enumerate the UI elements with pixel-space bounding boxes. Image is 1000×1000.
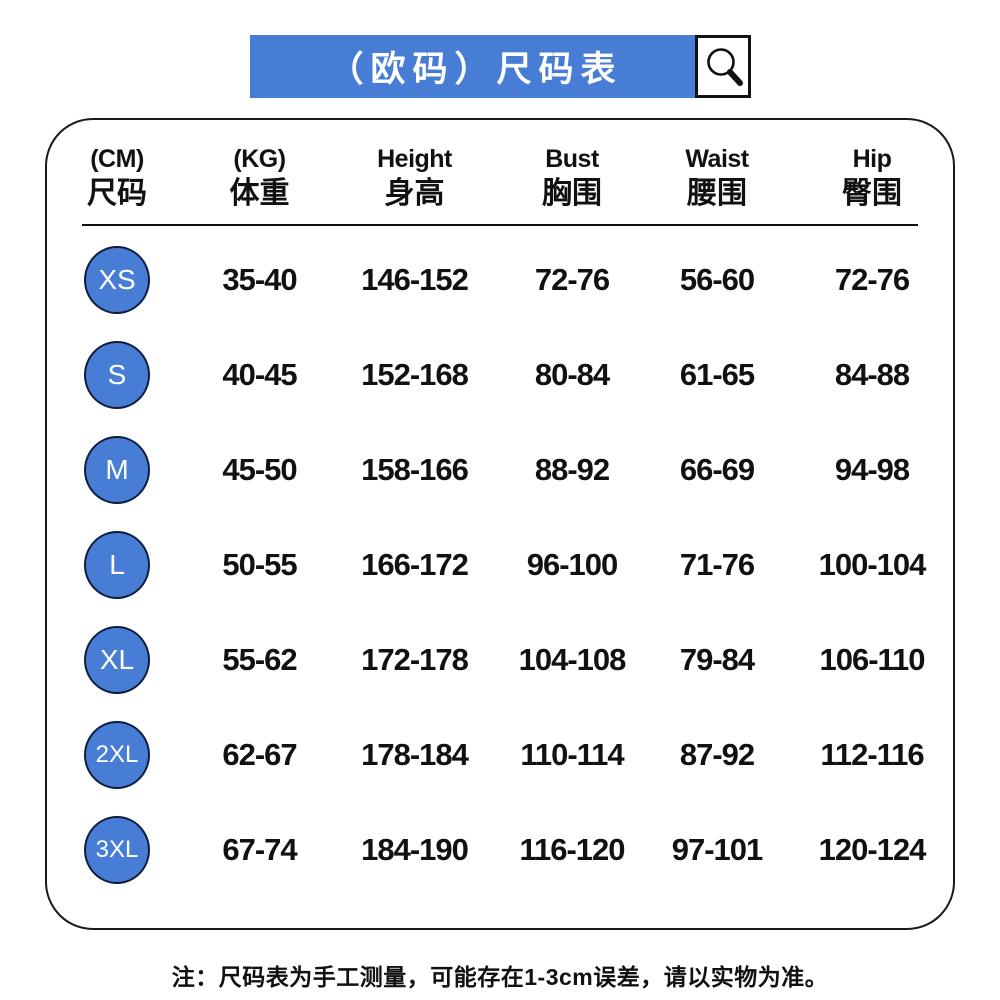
column-header-bust: Bust 胸围 — [497, 144, 647, 214]
bust-value: 88-92 — [534, 451, 610, 487]
table-row-xl: XL 55-62 172-178 104-108 79-84 106-110 — [47, 612, 953, 707]
banner-title: （欧码）尺码表 — [249, 35, 695, 98]
search-button[interactable] — [694, 35, 751, 98]
weight-value: 67-74 — [222, 831, 297, 867]
column-header-height: Height 身高 — [332, 144, 497, 214]
height-value: 166-172 — [361, 546, 469, 582]
waist-value: 61-65 — [679, 356, 755, 392]
bust-value: 96-100 — [526, 546, 619, 582]
weight-value: 50-55 — [222, 546, 297, 582]
size-label: 3XL — [95, 835, 139, 863]
column-header-waist: Waist 腰围 — [647, 144, 787, 214]
column-header-en: (CM) — [90, 145, 144, 173]
bust-value: 116-120 — [519, 831, 625, 867]
table-row-xs: XS 35-40 146-152 72-76 56-60 72-76 — [47, 232, 953, 327]
bust-value: 104-108 — [518, 641, 627, 677]
hip-value: 84-88 — [834, 356, 910, 392]
bust-value: 110-114 — [520, 736, 624, 772]
waist-value: 56-60 — [679, 261, 755, 297]
table-body: XS 35-40 146-152 72-76 56-60 72-76 S 40-… — [47, 226, 953, 897]
column-header-en: Height — [377, 145, 452, 173]
column-header-zh: 身高 — [384, 177, 445, 210]
column-header-en: (KG) — [233, 145, 286, 173]
column-header-size: (CM) 尺码 — [47, 144, 187, 214]
weight-value: 35-40 — [222, 261, 297, 297]
size-badge: L — [84, 530, 150, 599]
waist-value: 97-101 — [671, 831, 764, 867]
hip-value: 112-116 — [820, 736, 924, 772]
size-badge: M — [84, 435, 150, 504]
weight-value: 62-67 — [222, 736, 297, 772]
hip-value: 106-110 — [819, 641, 925, 677]
table-row-l: L 50-55 166-172 96-100 71-76 100-104 — [47, 517, 953, 612]
column-header-weight: (KG) 体重 — [187, 144, 332, 214]
height-value: 178-184 — [361, 736, 469, 772]
size-label: L — [109, 548, 125, 580]
column-header-zh: 尺码 — [87, 177, 147, 210]
column-header-en: Hip — [852, 145, 892, 173]
waist-value: 66-69 — [679, 451, 755, 487]
hip-value: 100-104 — [818, 546, 927, 582]
size-label: 2XL — [95, 740, 139, 768]
measurement-disclaimer: 注：尺码表为手工测量，可能存在1-3cm误差，请以实物为准。 — [171, 964, 829, 990]
height-value: 172-178 — [361, 641, 469, 677]
size-label: XS — [98, 263, 136, 295]
table-row-s: S 40-45 152-168 80-84 61-65 84-88 — [47, 327, 953, 422]
column-header-en: Bust — [545, 145, 599, 173]
column-header-zh: 胸围 — [542, 177, 602, 210]
waist-value: 79-84 — [679, 641, 755, 677]
table-row-3xl: 3XL 67-74 184-190 116-120 97-101 120-124 — [47, 802, 953, 897]
column-header-hip: Hip 臀围 — [787, 144, 953, 214]
height-value: 146-152 — [361, 261, 469, 297]
column-header-en: Waist — [685, 145, 749, 173]
column-header-zh: 臀围 — [842, 177, 902, 210]
waist-value: 87-92 — [679, 736, 755, 772]
hip-value: 94-98 — [834, 451, 910, 487]
table-header-row: (CM) 尺码 (KG) 体重 Height 身高 Bust 胸围 Waist … — [47, 120, 953, 214]
bust-value: 80-84 — [534, 356, 610, 392]
column-header-zh: 体重 — [229, 177, 290, 210]
hip-value: 120-124 — [818, 831, 927, 867]
weight-value: 40-45 — [222, 356, 297, 392]
size-badge: 2XL — [84, 720, 150, 789]
size-badge: XL — [84, 625, 150, 694]
column-header-zh: 腰围 — [687, 177, 747, 210]
waist-value: 71-76 — [679, 546, 755, 582]
size-label: M — [105, 453, 129, 485]
table-row-m: M 45-50 158-166 88-92 66-69 94-98 — [47, 422, 953, 517]
magnifier-icon — [706, 47, 743, 86]
weight-value: 55-62 — [222, 641, 297, 677]
hip-value: 72-76 — [834, 261, 910, 297]
size-label: XL — [99, 643, 135, 675]
size-badge: 3XL — [84, 815, 150, 884]
bust-value: 72-76 — [534, 261, 610, 297]
height-value: 158-166 — [361, 451, 469, 487]
size-chart-banner: （欧码）尺码表 — [0, 35, 1000, 98]
size-chart-card: (CM) 尺码 (KG) 体重 Height 身高 Bust 胸围 Waist … — [45, 118, 955, 930]
table-row-2xl: 2XL 62-67 178-184 110-114 87-92 112-116 — [47, 707, 953, 802]
weight-value: 45-50 — [222, 451, 297, 487]
height-value: 152-168 — [361, 356, 469, 392]
height-value: 184-190 — [361, 831, 469, 867]
header-divider — [82, 224, 918, 226]
size-label: S — [107, 358, 127, 390]
size-badge: S — [84, 340, 150, 409]
size-badge: XS — [84, 245, 150, 314]
